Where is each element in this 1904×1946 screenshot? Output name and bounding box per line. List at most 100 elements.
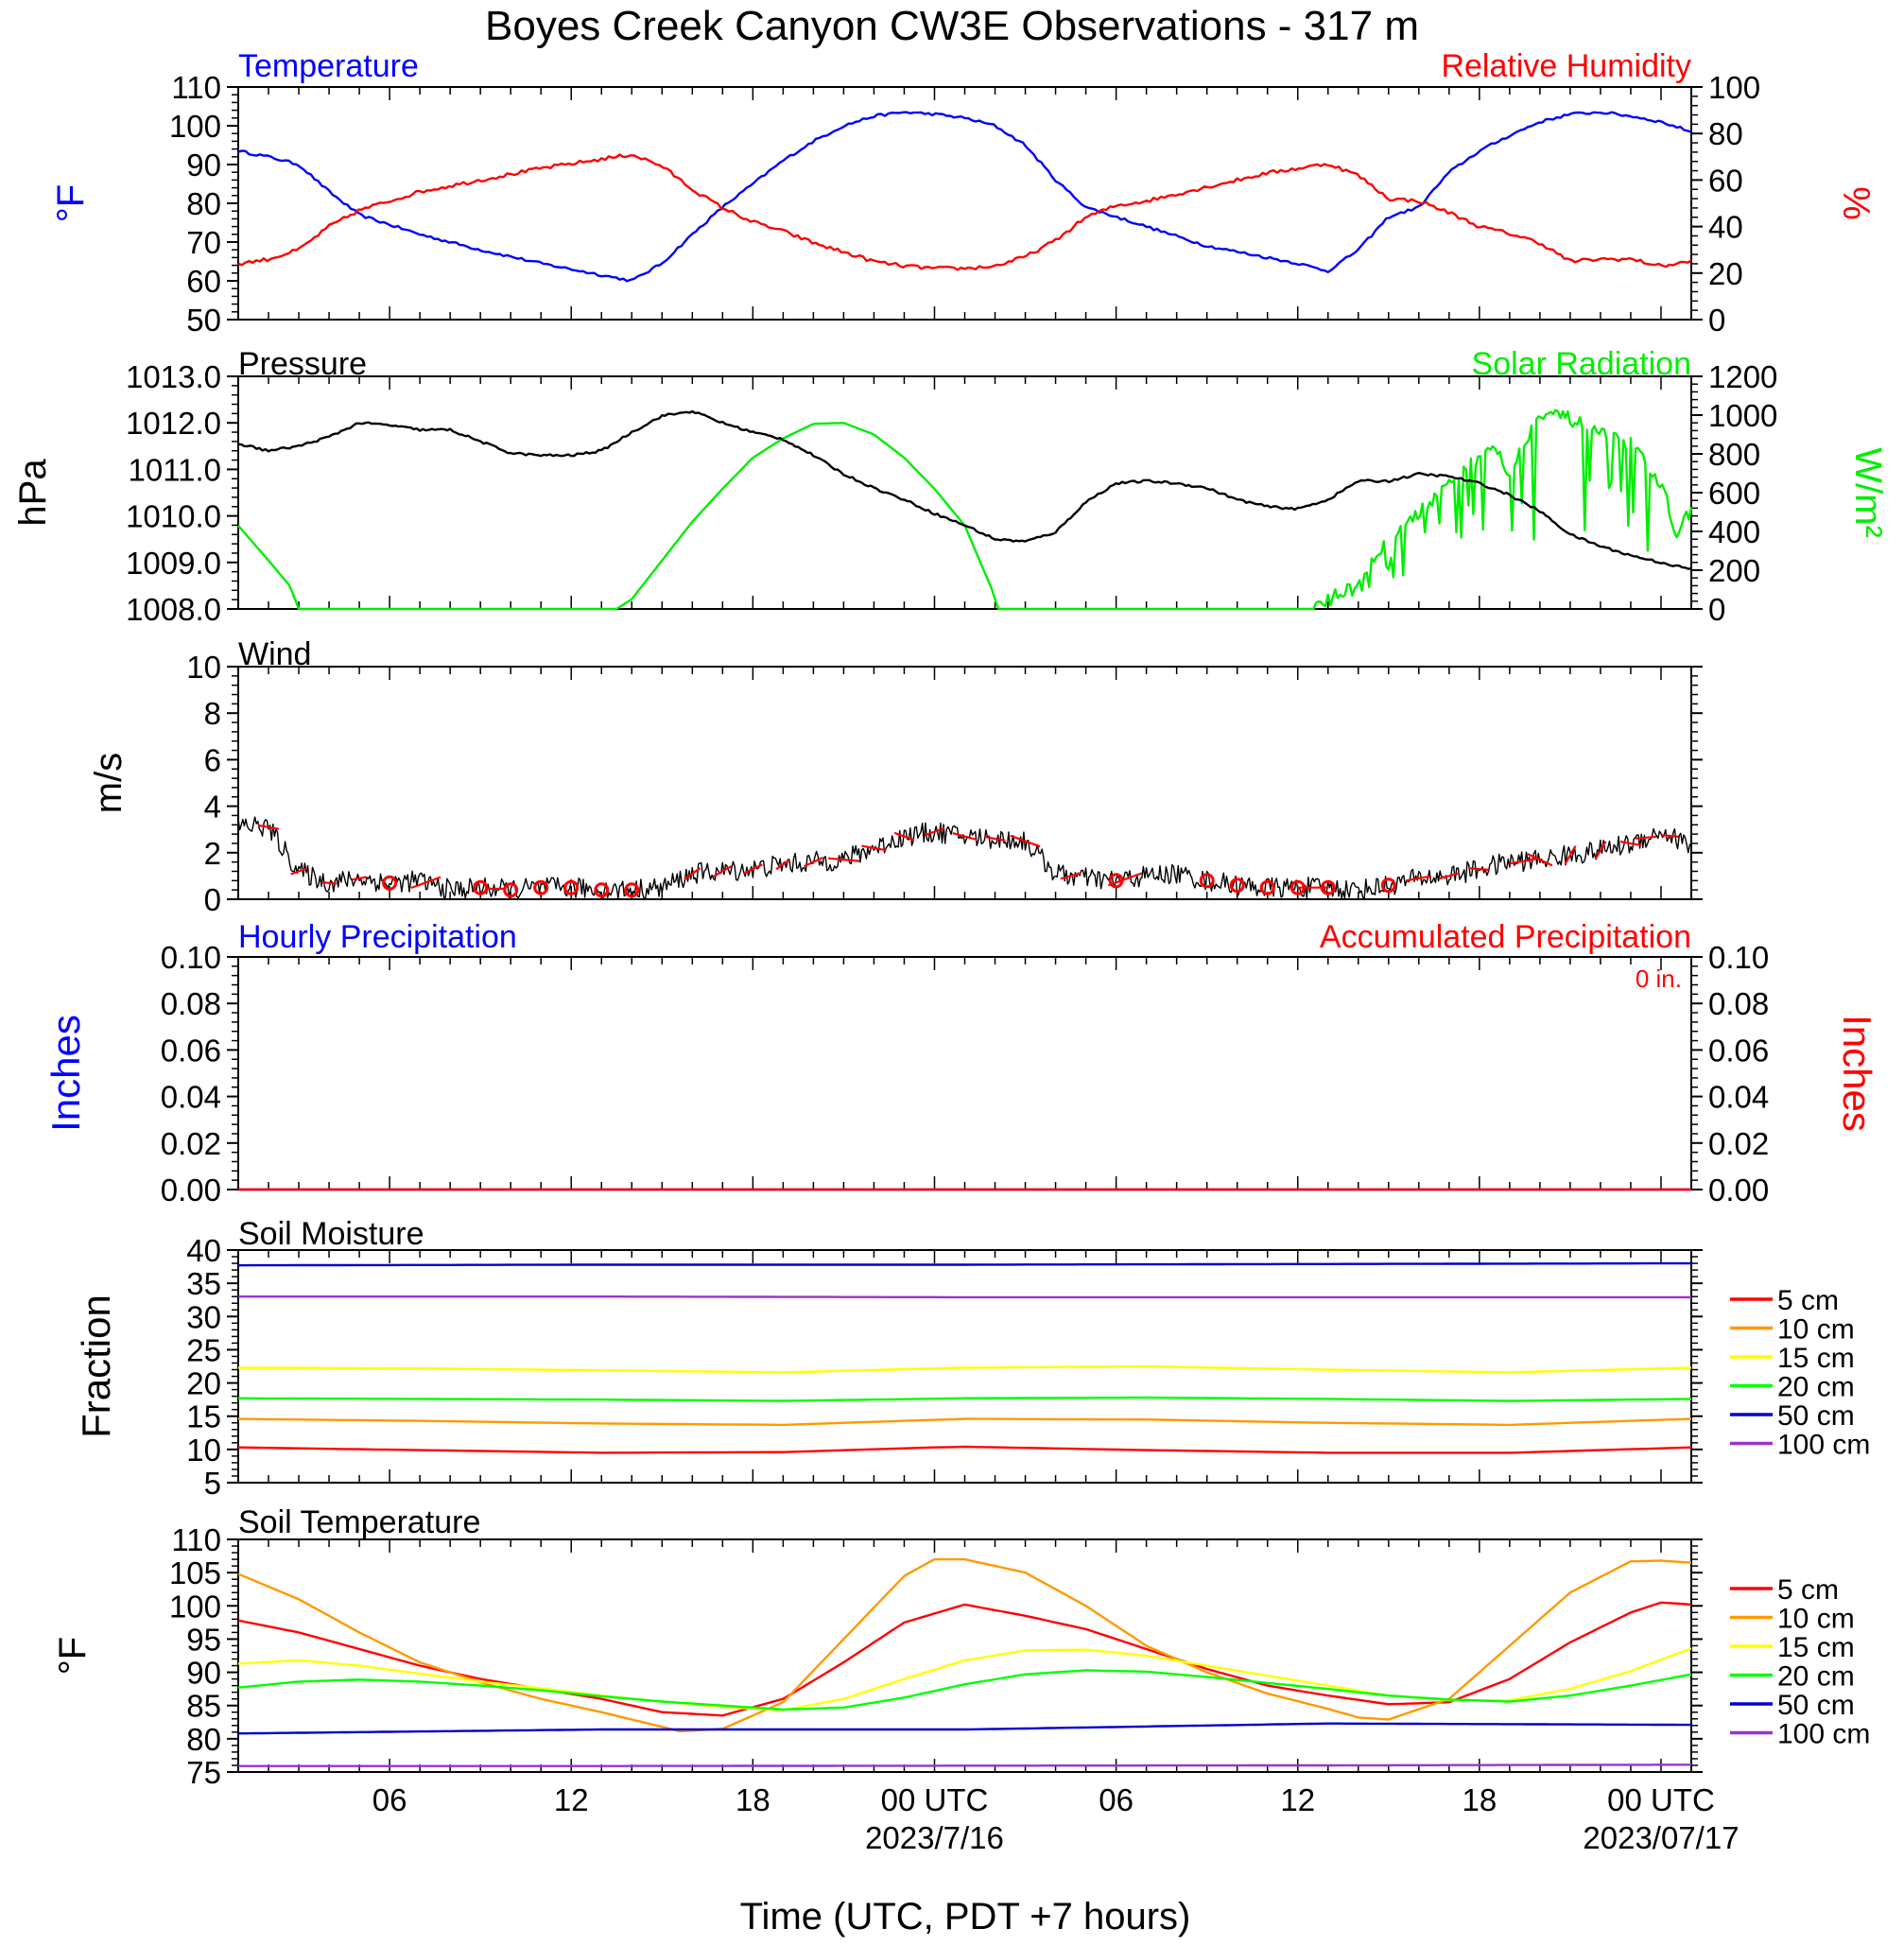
legend-label: 10 cm: [1777, 1604, 1855, 1635]
precip-total-annotation: 0 in.: [1636, 964, 1682, 993]
pressure-axis-unit: hPa: [12, 459, 54, 527]
soil-moisture-line-s50: [237, 1261, 1691, 1267]
wind-barb: [290, 867, 307, 876]
right-mirror-ticks: [1691, 1249, 1703, 1484]
panel-wind: Wind m/s: [88, 636, 1692, 900]
x-tick-date-label: 2023/07/17: [1583, 1820, 1739, 1855]
x-tick-label: 06: [1099, 1782, 1134, 1817]
y-tick-label: 0.04: [1708, 1080, 1769, 1115]
y-tick-label: 0.06: [161, 1033, 221, 1068]
y-tick-label: 0.06: [1708, 1033, 1769, 1068]
calm-wind-marker: [533, 879, 549, 895]
y-tick-label: 1011.0: [129, 452, 221, 487]
y-tick-label: 95: [186, 1622, 221, 1657]
wind-barb: [861, 844, 887, 852]
soil-temperature-line-s20: [237, 1669, 1692, 1711]
wind-axis-unit: m/s: [88, 753, 130, 813]
calm-wind-marker: [563, 879, 580, 895]
wind-barb: [1594, 841, 1607, 860]
temperature-label: Temperature: [238, 48, 419, 84]
panel-temperature-humidity: Temperature Relative Humidity °F %: [50, 48, 1877, 321]
wind-barb: [257, 824, 280, 830]
y-tick-label: 400: [1708, 514, 1760, 549]
legend-label: 50 cm: [1777, 1690, 1855, 1721]
wind-barb: [1060, 872, 1082, 880]
left-y-axis-ticks: 1008.0 1009.0 1010.0 1011.0 1012.0 1013.0: [126, 359, 238, 627]
panel-precipitation: Hourly Precipitation Accumulated Precipi…: [43, 919, 1879, 1190]
wind-barb: [1010, 834, 1041, 848]
y-tick-label: 10: [186, 1433, 221, 1468]
soil-moisture-axis-unit: Fraction: [74, 1294, 118, 1438]
y-tick-label: 0.02: [1708, 1126, 1769, 1161]
right-y-axis-ticks: 0.00 0.02 0.04 0.06 0.08 0.10: [1691, 940, 1769, 1208]
y-tick-label: 0.10: [161, 940, 221, 975]
y-tick-label: 110: [171, 1522, 221, 1557]
soil-moisture-line-s15: [237, 1364, 1692, 1374]
soil-moisture-line-s20: [237, 1396, 1692, 1402]
legend-label: 15 cm: [1777, 1343, 1855, 1374]
hourly-precip-label: Hourly Precipitation: [238, 919, 517, 955]
wind-barb: [352, 876, 367, 881]
y-tick-label: 0: [1708, 303, 1725, 338]
soil-temperature-line-s5: [237, 1601, 1692, 1717]
wind-barb: [984, 836, 1006, 843]
figure-title: Boyes Creek Canyon CW3E Observations - 3…: [485, 3, 1419, 49]
left-y-axis-ticks: 0.00 0.02 0.04 0.06 0.08 0.10: [161, 940, 238, 1208]
temperature-line: [237, 111, 1692, 283]
legend-label: 50 cm: [1777, 1400, 1855, 1432]
y-tick-label: 25: [186, 1332, 221, 1367]
y-tick-label: 0.00: [1708, 1173, 1769, 1208]
precip-axis-unit-left: Inches: [43, 1015, 88, 1132]
y-tick-label: 50: [186, 303, 221, 338]
x-axis-ticks: [237, 87, 1692, 320]
y-tick-label: 200: [1708, 553, 1760, 588]
legend-label: 15 cm: [1777, 1632, 1855, 1663]
y-tick-label: 40: [1708, 210, 1743, 245]
calm-wind-marker: [1259, 879, 1275, 895]
pressure-label: Pressure: [238, 346, 367, 382]
y-tick-label: 80: [1708, 116, 1743, 151]
x-tick-label: 00 UTC: [1607, 1782, 1715, 1817]
y-tick-label: 0.02: [161, 1126, 221, 1161]
soil-temperature-line-s100: [238, 1764, 1691, 1767]
right-y-axis-ticks: 0 20 40 60 80 100: [1691, 70, 1760, 338]
y-tick-label: 1013.0: [126, 359, 221, 394]
y-tick-label: 0: [1708, 592, 1725, 627]
calm-wind-marker: [594, 882, 610, 898]
calm-wind-marker: [1320, 879, 1336, 895]
y-tick-label: 8: [204, 696, 221, 731]
precip-axis-unit-right: Inches: [1835, 1015, 1879, 1132]
wind-barb: [1527, 853, 1553, 867]
legend-label: 5 cm: [1777, 1285, 1839, 1316]
wind-barb: [321, 881, 337, 885]
x-axis-title: Time (UTC, PDT +7 hours): [740, 1896, 1191, 1937]
x-tick-label: 12: [554, 1782, 589, 1817]
y-tick-label: 10: [186, 650, 221, 685]
wind-barb: [924, 826, 945, 837]
soil-moisture-label: Soil Moisture: [238, 1216, 424, 1252]
y-tick-label: 35: [186, 1266, 221, 1301]
y-tick-label: 5: [204, 1466, 221, 1501]
plot-frame: [237, 956, 1692, 1190]
soil-temperature-line-s10: [237, 1557, 1692, 1733]
panel-soil-moisture: Soil Moisture Fraction: [74, 1216, 1692, 1484]
temperature-axis-unit: °F: [50, 184, 92, 222]
x-axis-ticks: [237, 376, 1692, 609]
y-tick-label: 100: [169, 109, 221, 144]
solar-radiation-label: Solar Radiation: [1472, 346, 1691, 382]
wind-barb: [1468, 867, 1490, 872]
wind-barb: [1619, 840, 1642, 846]
wind-barb: [410, 876, 441, 890]
x-tick-label: 12: [1280, 1782, 1315, 1817]
y-tick-label: 100: [169, 1589, 221, 1624]
plot-frame: [237, 1538, 1692, 1773]
legend-label: 20 cm: [1777, 1372, 1855, 1403]
humidity-axis-unit: %: [1835, 186, 1877, 220]
y-tick-label: 40: [186, 1233, 221, 1268]
y-tick-label: 1009.0: [126, 546, 221, 581]
chart-marks: 50607080901001100204060801001008.01009.0…: [126, 70, 1870, 1855]
calm-wind-marker: [1380, 877, 1396, 894]
y-tick-label: 30: [186, 1299, 221, 1334]
